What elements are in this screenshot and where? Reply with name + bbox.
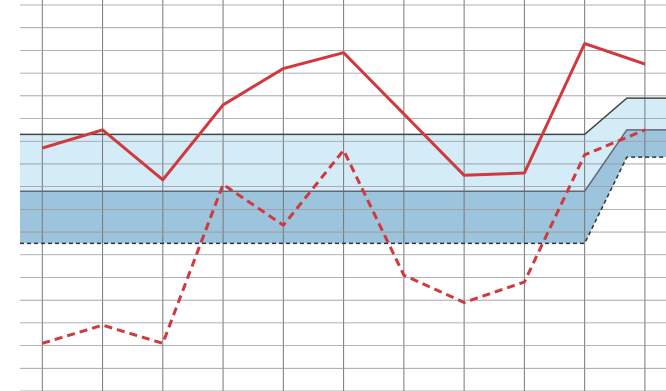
band-edge: [20, 97, 666, 136]
series-line: [41, 42, 646, 182]
band: [20, 129, 666, 244]
band: [20, 98, 666, 192]
band-edge: [20, 156, 666, 245]
series-line: [41, 128, 646, 345]
band-edge: [20, 129, 666, 192]
